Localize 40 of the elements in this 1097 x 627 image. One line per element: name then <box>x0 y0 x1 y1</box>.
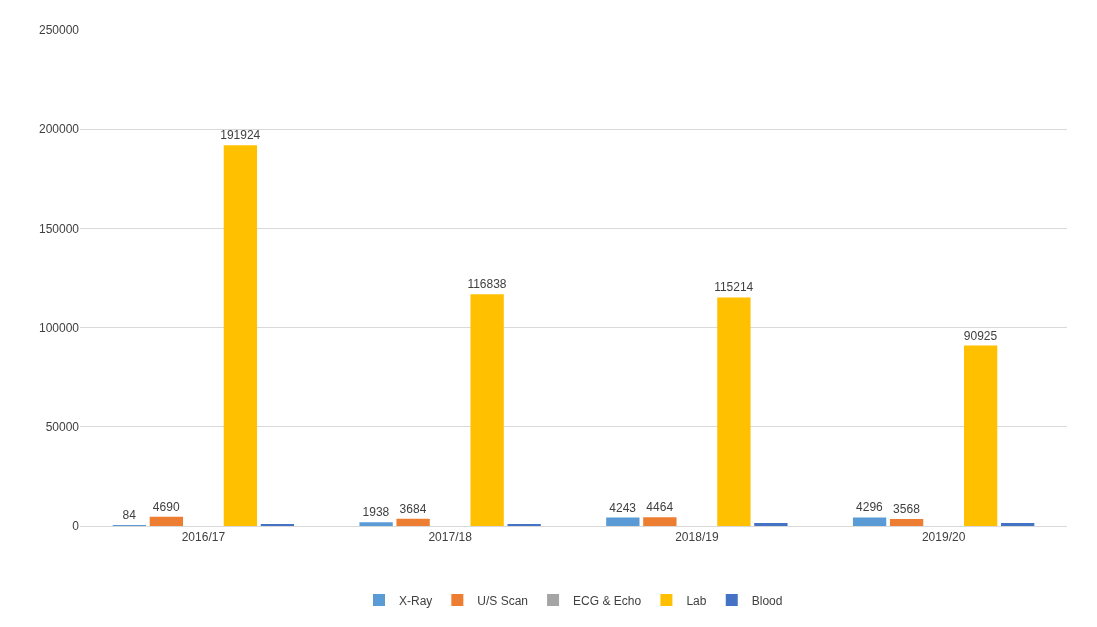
legend-label: U/S Scan <box>477 593 529 608</box>
legend-label: Lab <box>686 593 707 608</box>
data-label: 4690 <box>152 499 180 514</box>
y-tick-label: 100000 <box>38 320 80 335</box>
data-label: 191924 <box>220 128 261 143</box>
data-label: 90925 <box>963 328 998 343</box>
x-tick-label: 2016/17 <box>181 530 226 545</box>
bar <box>889 518 924 526</box>
y-tick-label: 250000 <box>38 23 80 38</box>
data-label: 1938 <box>362 505 390 520</box>
bar <box>396 518 430 526</box>
data-label: 3684 <box>399 501 427 516</box>
bar <box>717 297 751 526</box>
bar <box>470 294 504 526</box>
bar <box>359 522 393 526</box>
legend-label: X-Ray <box>399 593 433 608</box>
x-tick-label: 2018/19 <box>675 530 719 545</box>
data-label: 116838 <box>467 277 507 292</box>
legend-label: Blood <box>751 593 783 608</box>
bar <box>606 517 640 526</box>
data-label: 115214 <box>714 280 754 295</box>
data-label: 4464 <box>646 500 674 515</box>
bar <box>852 517 887 526</box>
bar <box>963 345 998 526</box>
data-label: 4243 <box>609 500 637 515</box>
bar <box>754 523 788 526</box>
bar <box>643 517 677 526</box>
legend-label: ECG & Echo <box>573 593 642 608</box>
x-tick-label: 2017/18 <box>428 530 473 545</box>
x-tick-label: 2019/20 <box>921 530 966 545</box>
y-tick-label: 50000 <box>45 420 80 434</box>
y-tick-label: 0 <box>72 519 80 534</box>
data-label: 84 <box>122 508 137 522</box>
y-tick-label: 200000 <box>38 122 80 137</box>
bar <box>1000 523 1035 526</box>
bar <box>149 516 184 526</box>
bar <box>223 145 258 526</box>
data-label: 4296 <box>856 500 884 515</box>
y-tick-label: 150000 <box>38 221 80 236</box>
data-label: 3568 <box>893 501 921 516</box>
